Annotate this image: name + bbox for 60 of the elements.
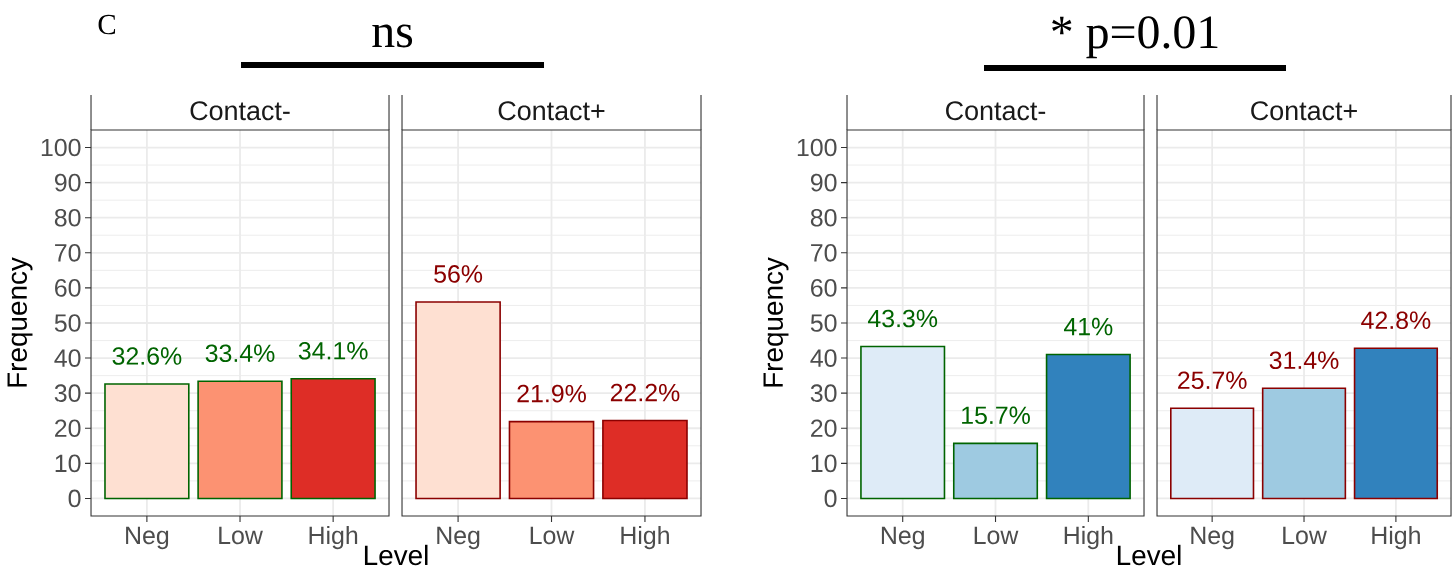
chart-title: Contact- [946, 101, 1046, 121]
x-tick-label: Neg [881, 526, 924, 550]
y-tick-label: 40 [54, 349, 81, 367]
y-tick-label: 100 [41, 138, 81, 157]
x-tick-label: High [621, 525, 669, 550]
y-tick-label: 0 [68, 489, 81, 508]
x-axis-title: Level [1117, 544, 1181, 566]
data-label: 42.8% [1361, 311, 1431, 330]
data-label: 25.7% [1178, 371, 1247, 390]
bar [860, 345, 946, 500]
x-tick-label: Low [530, 526, 575, 545]
text: C [98, 14, 116, 35]
chart-title: Contact- [190, 101, 290, 121]
y-tick-label: 40 [810, 349, 837, 367]
y-tick-label: 60 [811, 279, 837, 297]
data-label: 34.1% [298, 341, 368, 360]
data-label: 56% [434, 265, 483, 283]
y-tick-label: 50 [810, 314, 837, 332]
data-label: 22.2% [610, 383, 680, 402]
x-axis-title: Level [364, 544, 428, 566]
bar [1045, 353, 1131, 500]
y-axis-title: Frequency [7, 257, 33, 387]
y-tick-label: 70 [811, 243, 837, 262]
y-tick-label: 10 [55, 454, 81, 473]
data-label: 41% [1063, 317, 1113, 336]
chart-title: Contact+ [498, 101, 605, 121]
data-label: 15.7% [962, 406, 1030, 425]
y-tick-label: 10 [811, 454, 837, 473]
y-tick-label: 30 [810, 384, 837, 402]
y-tick-label: 50 [54, 314, 81, 332]
chart-title: Contact+ [1251, 101, 1357, 121]
y-tick-label: 80 [810, 208, 837, 227]
y-tick-label: 60 [55, 279, 81, 297]
y-tick-label: 20 [55, 419, 81, 438]
y-tick-label: 80 [54, 208, 81, 227]
x-tick-label: Neg [1191, 526, 1234, 550]
data-label: 21.9% [517, 384, 586, 403]
data-label: 33.4% [205, 344, 275, 363]
x-tick-label: High [309, 525, 358, 550]
y-tick-label: 90 [810, 173, 837, 192]
x-tick-label: Low [1283, 526, 1327, 545]
data-label: 31.4% [1269, 351, 1339, 370]
bar [952, 442, 1039, 500]
x-tick-label: High [1372, 525, 1420, 550]
data-label: 32.6% [112, 347, 182, 365]
y-tick-label: 100 [797, 138, 837, 157]
x-tick-label: Neg [126, 526, 169, 550]
text: ns [372, 24, 413, 48]
y-tick-label: 90 [54, 173, 81, 192]
y-axis-title: Frequency [763, 257, 789, 387]
data-label: 43.3% [867, 309, 938, 328]
x-tick-label: Neg [437, 526, 480, 550]
y-tick-label: 20 [811, 419, 837, 438]
y-tick-label: 30 [54, 384, 81, 402]
text: * p=0.01 [1052, 16, 1218, 59]
y-tick-label: 0 [824, 489, 837, 508]
x-tick-label: High [1064, 525, 1113, 550]
x-tick-label: Low [974, 526, 1019, 545]
x-tick-label: Low [219, 526, 263, 545]
y-tick-label: 70 [55, 243, 81, 262]
